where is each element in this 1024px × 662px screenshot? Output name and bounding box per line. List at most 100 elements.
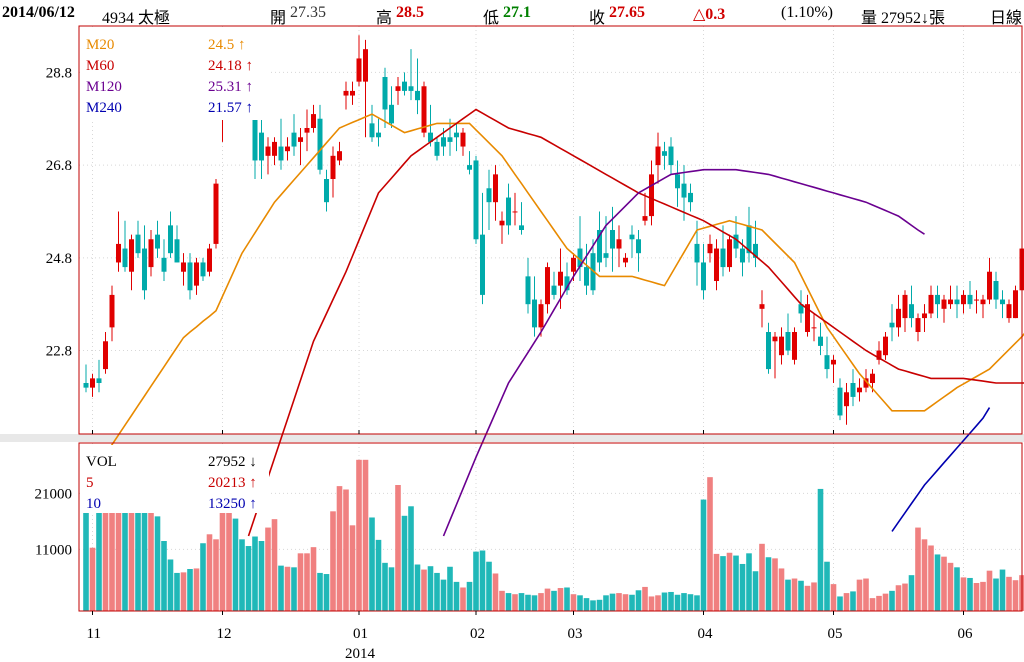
candle-body: [473, 160, 479, 240]
candle: [837, 378, 843, 421]
candle: [532, 276, 537, 337]
volume-label: 量: [861, 10, 878, 27]
legend-vol-name: 10: [86, 496, 101, 512]
candle: [480, 192, 485, 305]
legend-vol-value: 20213 ↑: [208, 475, 257, 491]
candle-body: [213, 183, 219, 244]
candle-body: [870, 373, 875, 383]
change-value: △0.3: [693, 6, 726, 23]
candle: [181, 253, 186, 286]
candle-body: [447, 137, 453, 142]
candle-body: [883, 336, 888, 356]
candle-body: [623, 257, 628, 263]
quote-header: 2014/06/12 4934 太極 開 27.35 高 28.5 低 27.1…: [0, 0, 1024, 27]
volume-bar: [213, 539, 219, 611]
candle-body: [304, 128, 310, 133]
volume-bar: [531, 595, 538, 611]
volume-bar: [382, 562, 388, 611]
volume-bar: [154, 516, 161, 611]
volume-bar: [141, 504, 148, 611]
candle-body: [142, 248, 147, 291]
candle: [1006, 299, 1012, 323]
volume-bar: [167, 559, 174, 611]
candle: [948, 285, 953, 309]
volume-bar: [791, 578, 798, 611]
candle-body: [337, 151, 342, 161]
candle-body: [928, 294, 934, 314]
volume-bar: [369, 517, 375, 611]
volume-bar: [824, 561, 830, 611]
candle: [551, 271, 557, 300]
volume-bar: [772, 558, 778, 611]
candle: [642, 192, 648, 226]
volume-bar: [499, 590, 505, 611]
ma-line-m240: [891, 407, 991, 532]
volume-bar: [278, 565, 284, 611]
volume-bar: [479, 550, 486, 611]
candle-body: [551, 285, 557, 295]
volume-bar: [362, 459, 369, 611]
candle-body: [714, 248, 719, 281]
legend-ma-name: M20: [86, 37, 114, 53]
candle-body: [642, 216, 648, 221]
candle: [636, 230, 641, 272]
candle: [376, 118, 381, 147]
volume-bar: [148, 489, 154, 611]
volume-bar: [759, 543, 765, 611]
volume-bar: [785, 579, 791, 611]
volume-bar: [609, 593, 616, 611]
candle-body: [831, 359, 836, 365]
candle-body: [343, 90, 349, 96]
candle: [896, 294, 901, 337]
candle: [356, 35, 362, 87]
volume-bar: [687, 594, 694, 611]
month-tick-label: 12: [217, 626, 232, 642]
candle-body: [285, 146, 290, 152]
candle: [727, 234, 732, 272]
candle: [805, 294, 810, 337]
candle: [993, 271, 999, 309]
candle: [545, 262, 550, 314]
candle: [90, 373, 95, 397]
candle-body: [577, 248, 583, 268]
period-label: 日線: [990, 10, 1023, 27]
open-label: 開: [270, 10, 287, 27]
candle-body: [701, 262, 706, 291]
candle: [935, 285, 940, 319]
candle-body: [369, 123, 375, 138]
candle-body: [350, 90, 355, 96]
volume-bar: [102, 487, 109, 611]
volume-bar: [343, 489, 349, 611]
candle-body: [837, 387, 843, 416]
volume-bar: [889, 590, 895, 611]
candle-body: [356, 58, 362, 82]
candle: [259, 118, 264, 179]
candle-body: [207, 248, 212, 272]
volume-bar: [414, 564, 421, 611]
candle-body: [792, 332, 797, 360]
candle: [785, 313, 791, 356]
volume-bar: [882, 593, 889, 611]
candle: [909, 285, 914, 328]
price-tick-label: 28.8: [46, 65, 72, 81]
candle-body: [597, 230, 602, 263]
candle-body: [103, 341, 108, 370]
volume-bar: [161, 541, 167, 611]
candle: [519, 202, 524, 235]
volume-bar: [434, 572, 440, 611]
candle: [922, 304, 927, 332]
candle: [675, 160, 680, 207]
candle-body: [252, 109, 258, 161]
candle: [902, 290, 908, 332]
candle-body: [753, 243, 758, 258]
high-label: 高: [376, 10, 393, 27]
month-tick-label: 02: [470, 626, 485, 642]
candle-body: [922, 313, 927, 319]
volume-bar: [622, 594, 629, 611]
candle: [889, 304, 895, 342]
candle-body: [317, 118, 323, 170]
candle-body: [961, 294, 966, 305]
candle: [343, 81, 349, 110]
candle: [460, 128, 466, 156]
